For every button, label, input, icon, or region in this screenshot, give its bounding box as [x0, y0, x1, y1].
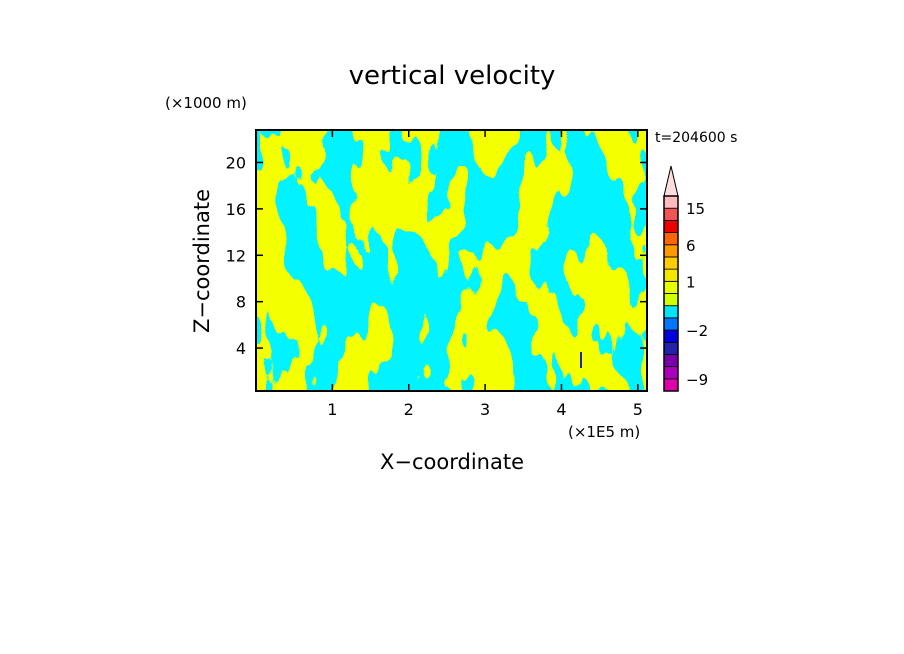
x-tick-label: 5: [633, 400, 643, 419]
colorbar-tick-label: −9: [686, 371, 708, 389]
colorbar-level: [663, 195, 679, 209]
colorbar-overflow-arrow: [663, 165, 679, 197]
y-unit-label: (×1000 m): [165, 94, 247, 112]
x-unit-label: (×1E5 m): [568, 423, 640, 441]
colorbar-level: [663, 378, 679, 392]
colorbar-level: [663, 354, 679, 368]
x-axis-label: X−coordinate: [380, 450, 524, 474]
negative-cell-marker: [580, 352, 582, 368]
colorbar-level: [663, 280, 679, 294]
y-tick-label: 12: [226, 246, 246, 265]
colorbar-level: [663, 329, 679, 343]
colorbar-frame: [663, 195, 679, 392]
time-label: t=204600 s: [655, 130, 737, 146]
colorbar-tick-label: 1: [686, 273, 696, 291]
colorbar-level: [663, 256, 679, 270]
x-tick-label: 1: [327, 400, 337, 419]
y-tick-label: 20: [226, 153, 246, 172]
y-tick-label: 4: [236, 339, 246, 358]
colorbar-level: [663, 268, 679, 282]
chart-title: vertical velocity: [349, 61, 556, 91]
y-tick-label: 16: [226, 200, 246, 219]
x-tick-label: 2: [404, 400, 414, 419]
colorbar-level: [663, 341, 679, 355]
colorbar-tick-label: −2: [686, 322, 708, 340]
colorbar-level: [663, 207, 679, 221]
colorbar-level: [663, 219, 679, 233]
x-tick-label: 4: [556, 400, 566, 419]
field-area: [256, 130, 647, 391]
colorbar-level: [663, 317, 679, 331]
y-axis-ticks: 4 8 12 16 20: [226, 153, 647, 358]
plot-frame: [255, 129, 648, 392]
colorbar-level: [663, 293, 679, 307]
colorbar: 15 6 1 −2 −9: [663, 165, 708, 392]
x-tick-label: 3: [480, 400, 490, 419]
y-axis-label: Z−coordinate: [190, 189, 214, 333]
colorbar-level: [663, 305, 679, 319]
colorbar-tick-label: 6: [686, 237, 696, 255]
colorbar-level: [663, 366, 679, 380]
x-axis-ticks: 1 2 3 4 5: [327, 130, 643, 419]
colorbar-tick-label: 15: [686, 200, 705, 218]
y-tick-label: 8: [236, 293, 246, 312]
colorbar-level: [663, 232, 679, 246]
field-pattern: [256, 130, 647, 391]
colorbar-level: [663, 244, 679, 258]
